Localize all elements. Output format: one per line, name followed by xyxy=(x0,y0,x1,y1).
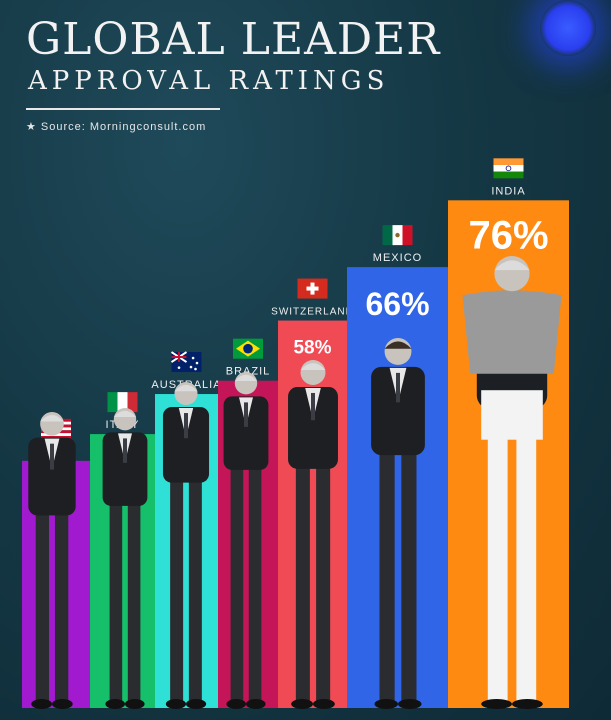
source-note: ★ Source: Morningconsult.com xyxy=(26,120,206,133)
leader-photo xyxy=(162,382,210,709)
bar-value-label: 76% xyxy=(468,213,548,257)
mexico-flag-icon xyxy=(382,225,413,246)
bar xyxy=(278,320,347,708)
leader-photo xyxy=(223,372,269,709)
bar-group-australia: 47%AUSTRALIA xyxy=(151,351,221,708)
leader-photo xyxy=(371,338,425,709)
india-flag-icon xyxy=(493,158,524,179)
star-icon: ★ xyxy=(26,121,37,133)
category-label: INDIA xyxy=(491,185,525,197)
source-text: Source: Morningconsult.com xyxy=(40,121,207,133)
switzerland-flag-icon xyxy=(297,278,328,299)
category-label: SWITZERLAND xyxy=(271,307,354,318)
brazil-flag-icon xyxy=(233,338,263,359)
leader-photo xyxy=(28,412,76,709)
category-label: BRAZIL xyxy=(226,366,271,378)
chart-title: GLOBAL LEADER xyxy=(26,14,441,65)
bar-value-label: 58% xyxy=(293,338,331,359)
title-divider xyxy=(26,108,220,110)
bar xyxy=(347,267,448,708)
bar-group-mexico: 66% MEXICO xyxy=(347,225,448,708)
leader-photo xyxy=(288,360,338,709)
glow-orb xyxy=(540,0,596,56)
italy-flag-icon xyxy=(107,392,138,413)
bar-value-label: 66% xyxy=(365,286,429,322)
bar-group-switzerland: 58% SWITZERLAND xyxy=(271,278,354,708)
chart-subtitle: APPROVAL RATINGS xyxy=(28,66,390,96)
australia-flag-icon xyxy=(170,351,202,373)
leader-photo xyxy=(102,408,148,709)
leader-photo xyxy=(462,256,562,709)
category-label: MEXICO xyxy=(373,252,422,264)
